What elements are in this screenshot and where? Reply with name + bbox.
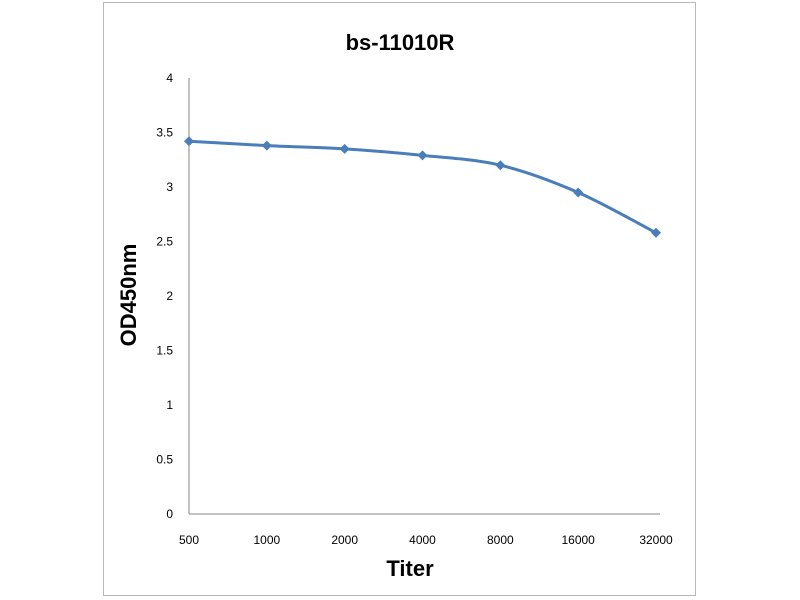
data-point-marker xyxy=(651,227,661,238)
data-point-marker xyxy=(184,136,194,147)
data-point-marker xyxy=(495,160,506,171)
y-axis-label: OD450nm xyxy=(116,244,141,347)
chart-frame xyxy=(103,2,696,596)
x-tick-labels: 500 1000 2000 4000 8000 16000 32000 xyxy=(179,533,673,547)
data-point-marker xyxy=(573,187,584,198)
x-axis-label: Titer xyxy=(386,556,434,581)
series-markers xyxy=(184,136,661,238)
y-tick-label: 2.5 xyxy=(156,235,173,249)
x-tick-label: 8000 xyxy=(487,533,514,547)
y-tick-label: 0 xyxy=(166,507,173,521)
x-tick-label: 4000 xyxy=(409,533,436,547)
data-point-marker xyxy=(261,140,272,151)
y-tick-labels: 0 0.5 1 1.5 2 2.5 3 3.5 4 xyxy=(156,71,173,521)
data-point-marker xyxy=(417,150,428,161)
y-tick-label: 1 xyxy=(166,398,173,412)
x-tick-label: 1000 xyxy=(253,533,280,547)
chart-title: bs-11010R xyxy=(346,30,455,55)
y-tick-label: 4 xyxy=(166,71,173,85)
data-point-marker xyxy=(339,143,350,154)
x-tick-label: 16000 xyxy=(561,533,595,547)
x-tick-label: 2000 xyxy=(331,533,358,547)
y-tick-label: 1.5 xyxy=(156,344,173,358)
y-tick-label: 2 xyxy=(166,289,173,303)
y-tick-label: 0.5 xyxy=(156,453,173,467)
y-tick-label: 3 xyxy=(166,180,173,194)
x-tick-label: 32000 xyxy=(639,533,673,547)
y-tick-label: 3.5 xyxy=(156,126,173,140)
x-tick-label: 500 xyxy=(179,533,199,547)
